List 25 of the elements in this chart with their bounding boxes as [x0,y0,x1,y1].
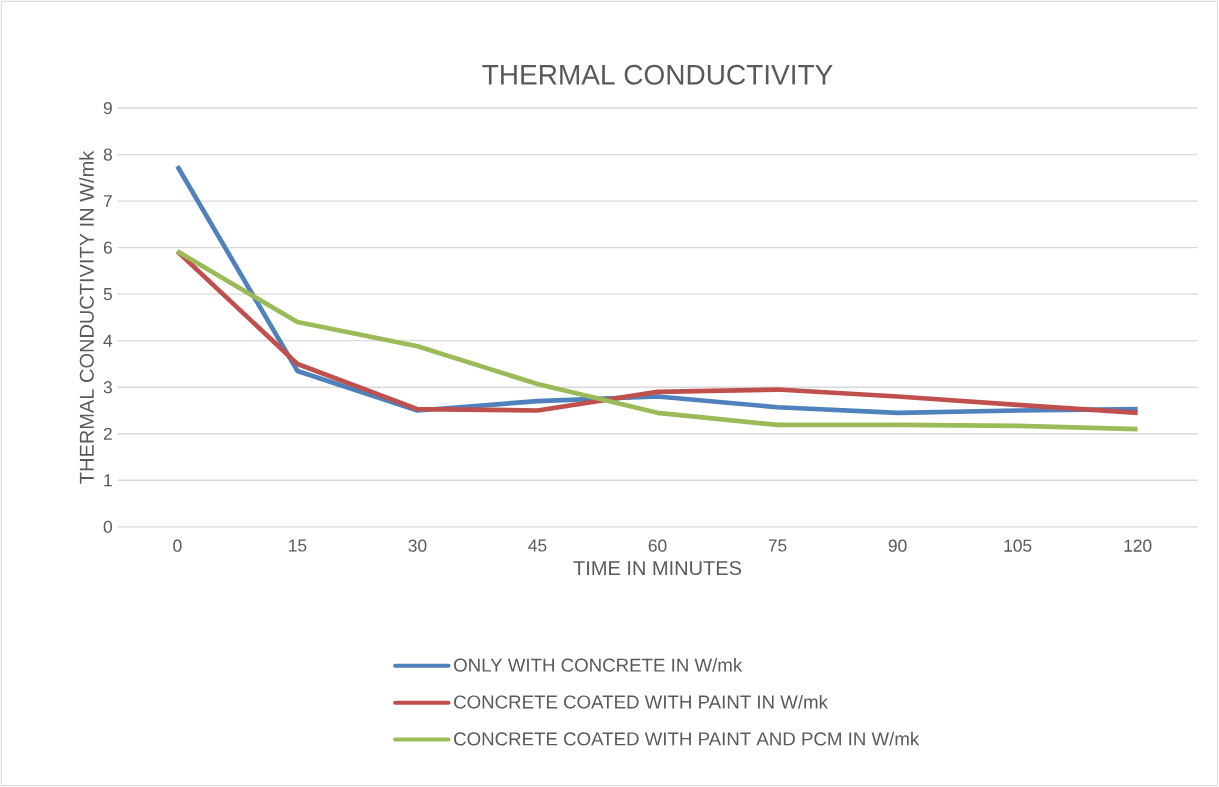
y-tick-label: 2 [103,427,112,440]
y-tick-label: 0 [103,520,112,534]
y-tick-label: 1 [104,474,112,487]
x-tick-label: 105 [1004,539,1032,552]
x-tick-label: 30 [408,539,427,552]
y-tick-label: 4 [103,334,113,347]
chart-title: THERMAL CONDUCTIVITY [482,64,833,85]
x-tick-label: 60 [648,539,667,552]
x-axis-title: TIME IN MINUTES [573,561,742,576]
y-tick-label: 3 [103,381,112,394]
x-tick-label: 45 [528,539,547,552]
y-tick-label: 6 [103,241,112,254]
y-axis-title: THERMAL CONDUCTIVITY IN W/mk [79,150,94,484]
x-tick-label: 15 [289,539,307,552]
x-tick-label: 75 [768,539,787,552]
legend-label: CONCRETE COATED WITH PAINT IN W/mk [454,694,828,709]
x-tick-label: 120 [1124,539,1152,552]
y-tick-label: 8 [103,148,112,161]
x-tick-label: 0 [173,539,182,552]
y-tick-label: 7 [103,195,112,208]
y-tick-label: 5 [103,288,112,301]
x-tick-label: 90 [888,539,907,552]
y-tick-label: 9 [103,101,112,115]
legend-label: CONCRETE COATED WITH PAINT AND PCM IN W/mk [454,731,920,746]
legend-label: ONLY WITH CONCRETE IN W/mk [454,658,743,672]
